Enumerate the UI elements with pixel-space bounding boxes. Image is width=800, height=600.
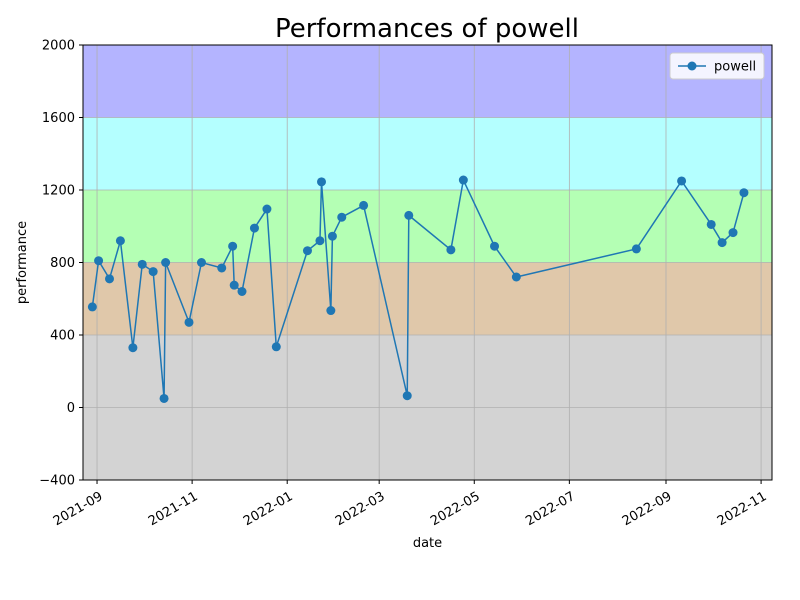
performance-bands: [83, 45, 772, 480]
data-point: [94, 256, 104, 266]
x-tick-label: 2022-01: [241, 489, 296, 529]
x-tick-label: 2022-07: [523, 489, 578, 529]
data-point: [728, 228, 738, 238]
data-point: [302, 246, 312, 256]
data-point: [148, 267, 158, 277]
data-point: [237, 287, 247, 296]
data-point: [159, 393, 169, 403]
series-layer: [87, 175, 749, 403]
data-point: [446, 245, 456, 255]
data-point: [739, 188, 749, 198]
data-point: [511, 272, 521, 282]
data-point: [315, 236, 325, 246]
x-axis: 2021-09 2021-11 2022-01 2022-03 2022-05 2022-…: [51, 480, 770, 529]
data-point: [677, 176, 687, 186]
data-point: [184, 317, 194, 327]
data-point: [337, 212, 347, 222]
data-point: [706, 219, 716, 229]
data-point: [87, 302, 97, 312]
y-tick-label: 1600: [42, 111, 75, 126]
band-1200-1600: [83, 117, 772, 190]
data-point: [402, 391, 412, 401]
x-tick-label: 2022-11: [715, 489, 770, 529]
data-point: [327, 231, 337, 241]
y-tick-label: 0: [67, 401, 75, 416]
y-tick-label: 2000: [42, 39, 75, 54]
x-tick-label: 2021-11: [146, 489, 201, 529]
x-tick-label: 2022-09: [620, 489, 675, 529]
data-point: [137, 259, 147, 269]
data-point: [105, 274, 114, 284]
data-point: [631, 244, 641, 254]
data-point: [490, 241, 500, 251]
data-point: [128, 343, 138, 353]
data-point: [228, 241, 238, 251]
y-tick-label: 800: [50, 256, 75, 271]
data-point: [326, 306, 336, 316]
y-axis-label: performance: [15, 221, 30, 304]
data-point: [717, 238, 727, 248]
x-tick-label: 2022-03: [333, 489, 388, 529]
data-point: [359, 200, 369, 210]
legend-label: powell: [714, 60, 756, 75]
band-800-1200: [83, 190, 772, 263]
data-point: [317, 177, 326, 187]
x-axis-label: date: [413, 536, 442, 551]
y-tick-label: −400: [39, 474, 75, 489]
data-point: [161, 258, 171, 267]
band-400-800: [83, 262, 772, 335]
data-point: [262, 204, 272, 214]
legend-box: [669, 52, 765, 80]
band-1600-2000: [83, 45, 772, 118]
chart-title: Performances of powell: [275, 14, 579, 44]
legend-marker: [687, 61, 697, 71]
data-point: [217, 263, 227, 273]
data-point: [115, 236, 125, 246]
data-point: [229, 280, 239, 290]
x-tick-label: 2022-05: [428, 489, 483, 529]
y-tick-label: 1200: [42, 184, 75, 199]
y-tick-label: 400: [50, 329, 75, 344]
data-point: [458, 175, 468, 185]
y-axis: −400 0 400 800 1200 1600 2000: [39, 39, 83, 489]
data-point: [249, 223, 259, 233]
data-point: [196, 258, 206, 267]
data-point: [404, 210, 414, 220]
x-tick-label: 2021-09: [51, 489, 106, 529]
legend: powell: [669, 52, 765, 80]
data-point: [271, 342, 281, 352]
